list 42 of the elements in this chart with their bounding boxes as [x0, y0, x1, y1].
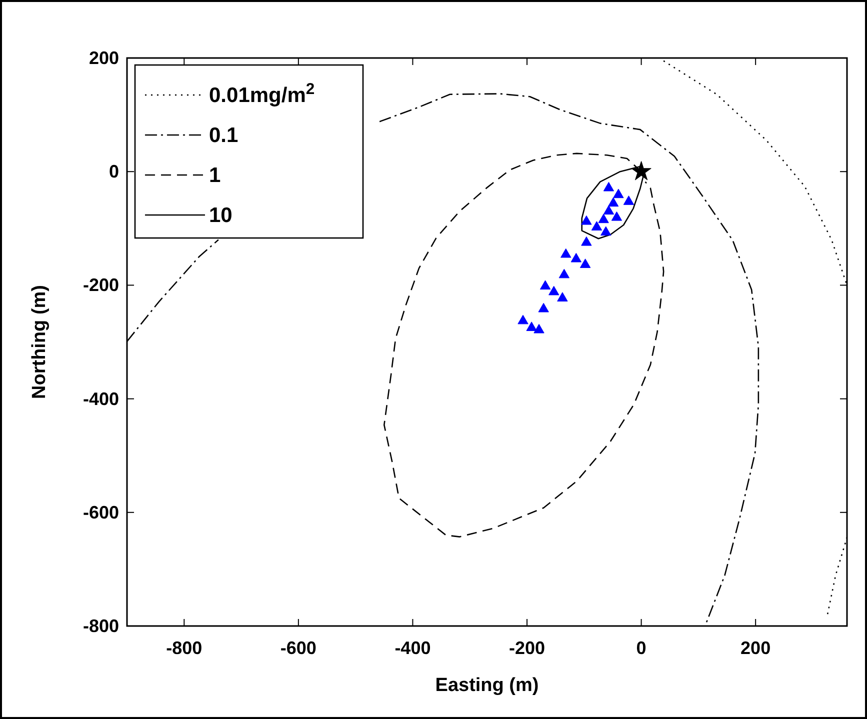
point: [603, 205, 614, 215]
point: [613, 188, 624, 198]
point: [560, 248, 572, 258]
x-tick-label: -800: [166, 638, 202, 658]
point: [581, 215, 592, 225]
point: [611, 211, 622, 221]
y-tick-label: -600: [82, 502, 119, 522]
point: [631, 161, 652, 180]
x-tick-label: -600: [280, 638, 316, 658]
legend-label: 10: [209, 204, 232, 227]
point: [623, 196, 634, 205]
y-tick-label: 0: [108, 162, 119, 182]
point: [581, 236, 592, 246]
point: [518, 314, 528, 324]
point: [548, 286, 560, 296]
point: [580, 258, 591, 268]
x-tick-label: -400: [394, 638, 431, 658]
x-tick-label: -200: [508, 638, 546, 658]
line-series: [383, 152, 664, 538]
x-tick-label: 200: [740, 638, 771, 658]
x-tick-label: 0: [636, 638, 646, 658]
point: [598, 214, 609, 224]
point: [570, 252, 582, 262]
y-tick-label: -800: [82, 616, 119, 636]
point: [538, 302, 549, 312]
y-axis-title: Northing (m): [29, 285, 50, 399]
point: [558, 268, 570, 278]
point: [526, 322, 537, 331]
y-tick-label: 200: [88, 48, 119, 68]
legend-label: 0.01mg/m$^{2}$: [209, 80, 315, 107]
legend-label: 0.1: [209, 124, 239, 147]
point: [603, 182, 614, 192]
point: [591, 221, 602, 230]
y-tick-label: -200: [82, 275, 119, 296]
point: [600, 226, 612, 236]
point: [540, 280, 551, 290]
point: [534, 324, 544, 334]
point: [557, 292, 568, 302]
legend-label: 1: [209, 164, 221, 187]
y-tick-label: -400: [82, 388, 119, 409]
x-axis-title: Easting (m): [435, 675, 539, 696]
point: [608, 197, 619, 207]
